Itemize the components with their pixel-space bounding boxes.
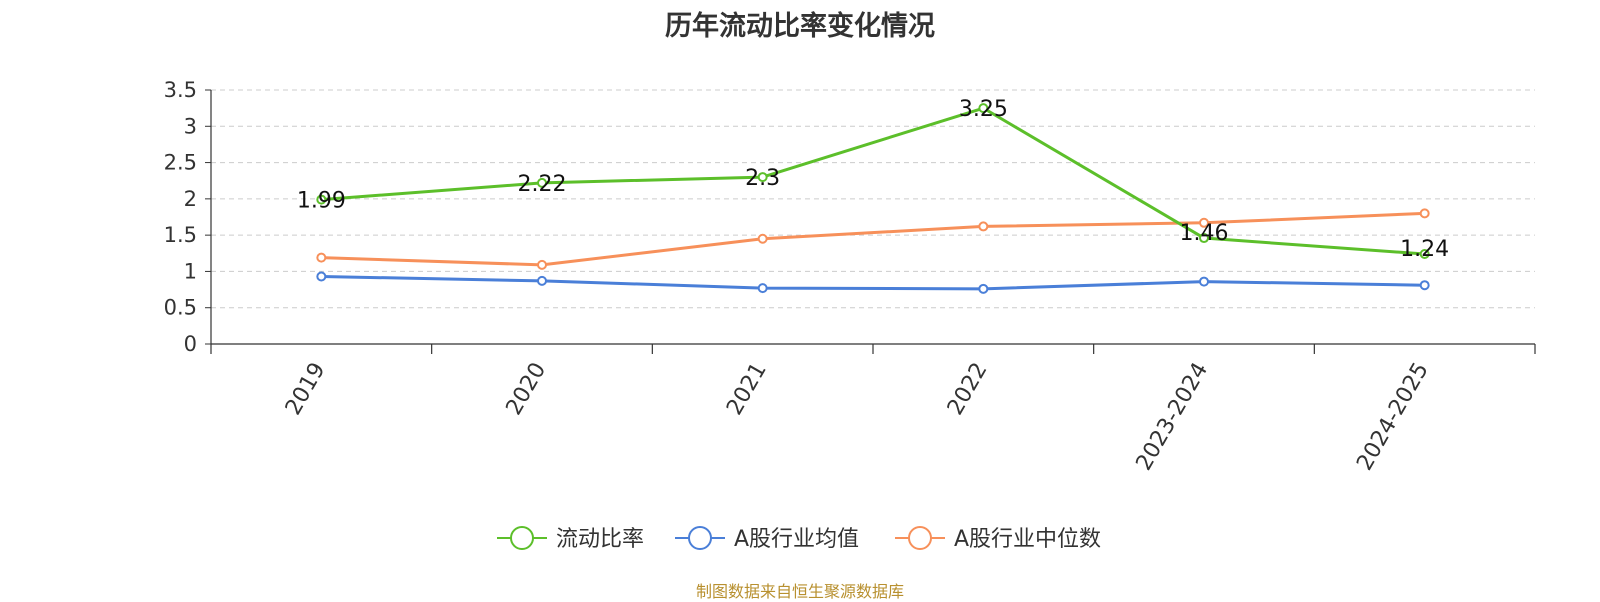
- legend-label: 流动比率: [556, 527, 644, 552]
- data-point: [1199, 276, 1209, 287]
- data-point: [757, 283, 768, 294]
- data-point: [757, 172, 768, 183]
- data-point: [316, 194, 327, 205]
- data-label: 1.99: [297, 189, 346, 214]
- data-label: 2.22: [518, 172, 567, 197]
- data-point: [978, 283, 989, 294]
- data-point: [978, 221, 989, 232]
- data-point: [1419, 249, 1430, 260]
- chart-title: 历年流动比率变化情况: [665, 11, 935, 42]
- data-label: 1.46: [1180, 221, 1229, 246]
- y-tick-label: 3: [184, 114, 197, 138]
- y-tick-label: 3.5: [164, 78, 197, 102]
- x-tick-label: 2019: [281, 359, 331, 420]
- series-line: [321, 211, 1425, 267]
- y-tick-label: 1: [184, 259, 197, 283]
- data-point: [1199, 217, 1209, 228]
- data-point: [978, 103, 989, 114]
- y-tick-label: 1.5: [164, 223, 197, 247]
- data-point: [537, 259, 547, 270]
- y-tick-label: 2.5: [164, 151, 197, 175]
- data-label: 2.3: [745, 166, 780, 191]
- data-point: [316, 252, 327, 263]
- data-label: 3.25: [959, 97, 1008, 122]
- series-line: [321, 275, 1425, 291]
- data-source-note: 制图数据来自恒生聚源数据库: [695, 582, 904, 601]
- x-tick-label: 2022: [943, 358, 993, 419]
- x-tick-label: 2020: [502, 359, 552, 420]
- series-line: [321, 106, 1425, 256]
- data-point: [1199, 233, 1209, 244]
- data-label: 1.24: [1400, 237, 1449, 262]
- legend-marker: [510, 526, 534, 550]
- data-point: [537, 177, 547, 188]
- legend-label: A股行业中位数: [954, 527, 1101, 552]
- data-point: [1419, 208, 1430, 219]
- y-tick-label: 0.5: [164, 296, 197, 320]
- legend-marker: [688, 526, 712, 550]
- x-tick-label: 2024-2025: [1352, 359, 1434, 475]
- data-point: [1419, 280, 1430, 291]
- legend-label: A股行业均值: [734, 527, 859, 552]
- legend-marker: [908, 526, 932, 550]
- data-point: [537, 275, 547, 286]
- x-tick-label: 2023-2024: [1132, 359, 1214, 475]
- data-point: [316, 271, 327, 282]
- data-point: [757, 233, 768, 244]
- y-tick-label: 2: [184, 187, 197, 211]
- x-tick-label: 2021: [722, 359, 772, 420]
- y-tick-label: 0: [184, 332, 197, 356]
